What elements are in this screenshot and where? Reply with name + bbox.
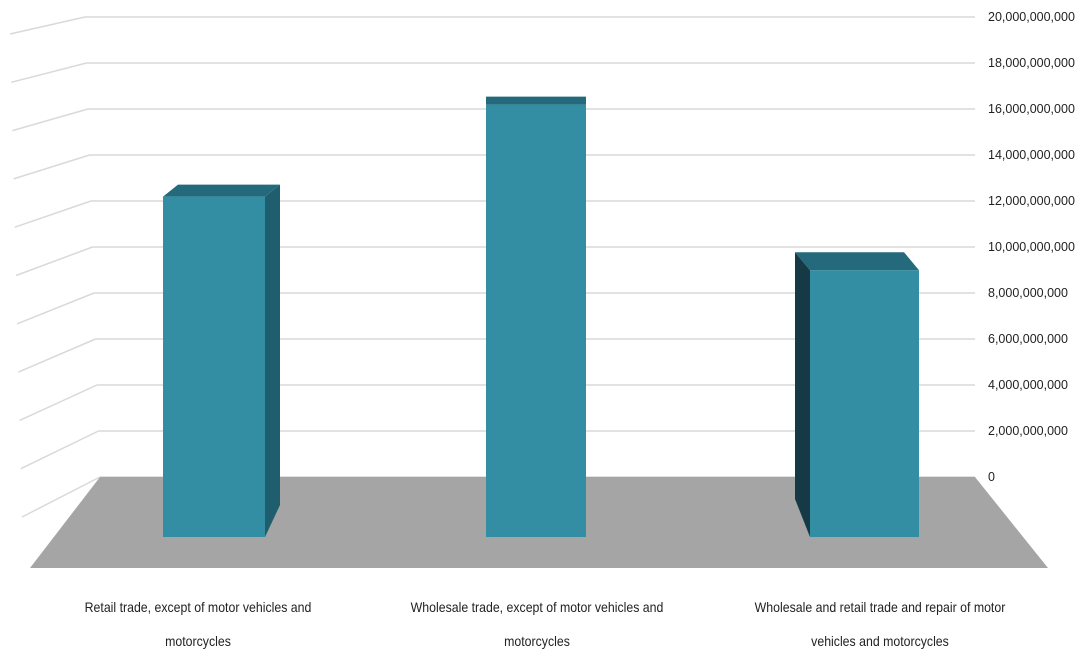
bar <box>486 96 586 537</box>
bar <box>163 184 280 537</box>
y-tick-label: 10,000,000,000 <box>988 240 1075 254</box>
bar-top <box>163 184 280 197</box>
y-tick-label: 4,000,000,000 <box>988 378 1068 392</box>
category-label-retail: Retail trade, except of motor vehicles a… <box>84 599 312 649</box>
bar-front <box>810 270 919 537</box>
bar <box>795 252 919 537</box>
y-tick-label: 6,000,000,000 <box>988 332 1068 346</box>
y-tick-label: 14,000,000,000 <box>988 148 1075 162</box>
category-label-wholesale-retail-repair: Wholesale and retail trade and repair of… <box>754 599 1006 649</box>
y-tick-label: 0 <box>988 470 995 484</box>
bar-top <box>795 252 919 271</box>
bar-top <box>486 96 586 105</box>
y-axis-tick-labels: 0 2,000,000,000 4,000,000,000 6,000,000,000… <box>988 10 1075 484</box>
category-label-wholesale: Wholesale trade, except of motor vehicle… <box>410 599 664 649</box>
bar-front <box>163 196 265 537</box>
y-tick-label: 16,000,000,000 <box>988 102 1075 116</box>
y-tick-label: 12,000,000,000 <box>988 194 1075 208</box>
gridline <box>11 62 975 84</box>
y-tick-label: 2,000,000,000 <box>988 424 1068 438</box>
bar-side <box>795 252 810 537</box>
bar-side <box>265 184 280 537</box>
y-tick-label: 18,000,000,000 <box>988 56 1075 70</box>
y-tick-label: 8,000,000,000 <box>988 286 1068 300</box>
bars <box>163 96 919 537</box>
gridline <box>9 16 975 35</box>
y-tick-label: 20,000,000,000 <box>988 10 1075 24</box>
bar-front <box>486 104 586 537</box>
